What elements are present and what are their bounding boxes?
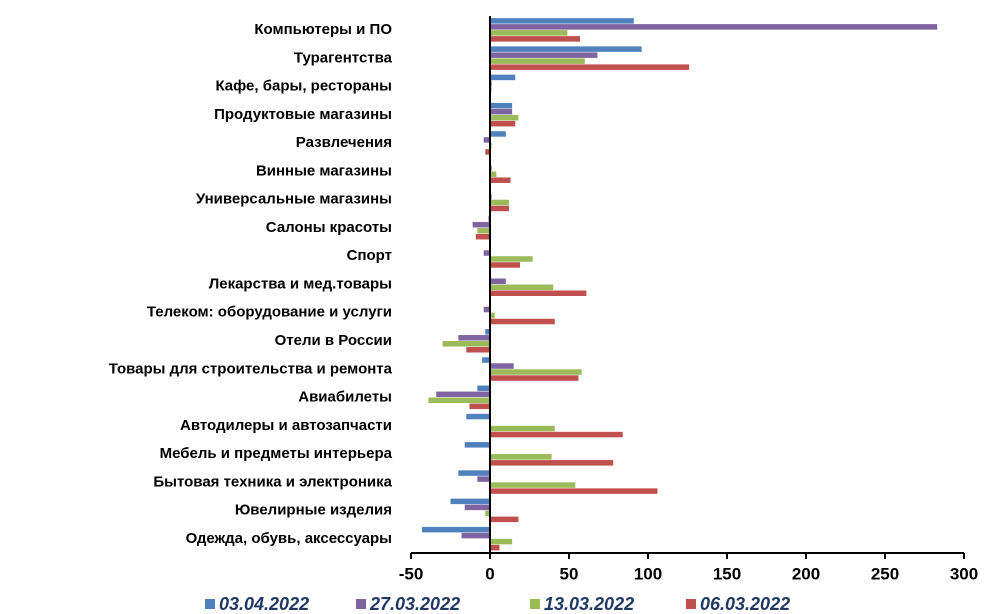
legend-swatch	[356, 599, 366, 609]
category-label: Авиабилеты	[298, 389, 392, 406]
bar	[490, 538, 513, 545]
bar	[483, 306, 490, 313]
bar	[466, 347, 490, 353]
bar	[461, 532, 490, 539]
bar	[469, 403, 490, 410]
bar	[490, 64, 690, 70]
bar	[490, 114, 519, 121]
bar	[490, 278, 506, 284]
bar	[485, 510, 490, 517]
bar	[490, 46, 642, 52]
bar	[490, 256, 533, 262]
bar	[490, 318, 555, 325]
bar	[490, 290, 587, 296]
legend-swatch	[530, 599, 540, 609]
bar	[490, 52, 598, 58]
bar	[490, 30, 568, 36]
bar	[485, 329, 490, 335]
category-label: Винные магазины	[256, 162, 392, 179]
bar	[442, 341, 490, 347]
category-label: Развлечения	[296, 134, 392, 151]
bar	[490, 108, 513, 115]
x-tick-label: 50	[560, 564, 579, 583]
bar	[490, 544, 500, 551]
x-tick-label: 250	[871, 564, 899, 583]
category-label: Товары для строительства и ремонта	[109, 360, 393, 377]
legend-swatch	[205, 599, 215, 609]
bar	[490, 74, 516, 81]
bar	[483, 250, 490, 256]
category-label: Турагентства	[294, 49, 393, 66]
bar	[477, 227, 490, 234]
bar	[464, 504, 490, 511]
category-label: Ювелирные изделия	[235, 502, 392, 519]
bar	[490, 205, 509, 212]
bar	[490, 431, 623, 438]
bar	[490, 488, 658, 494]
x-tick-label: 150	[713, 564, 741, 583]
bar	[436, 391, 490, 398]
x-tick-label: 100	[634, 564, 662, 583]
bar	[490, 18, 634, 24]
bar	[477, 476, 490, 482]
legend-label: 13.03.2022	[544, 594, 634, 614]
bar	[490, 375, 579, 381]
bar	[466, 413, 490, 420]
x-tick-label: 200	[792, 564, 820, 583]
category-label: Телеком: оборудование и услуги	[147, 304, 392, 321]
bar	[490, 369, 582, 375]
legend-label: 27.03.2022	[369, 594, 460, 614]
category-label: Мебель и предметы интерьера	[160, 445, 393, 462]
bar	[490, 516, 519, 523]
legend-swatch	[686, 599, 696, 609]
bar	[490, 262, 521, 268]
bar	[482, 357, 490, 363]
category-label: Продуктовые магазины	[214, 106, 392, 123]
bar	[490, 58, 585, 64]
bar	[464, 442, 490, 448]
bar	[428, 397, 490, 404]
bar	[490, 36, 581, 42]
x-tick-label: 0	[485, 564, 494, 583]
category-label: Салоны красоты	[266, 219, 392, 236]
bar	[458, 335, 490, 341]
bar	[450, 498, 490, 505]
x-tick-label: 300	[950, 564, 978, 583]
bar	[485, 149, 490, 155]
bar	[490, 312, 495, 319]
bar	[490, 284, 554, 290]
category-label: Универсальные магазины	[196, 191, 392, 208]
bar	[490, 454, 552, 460]
category-label: Бытовая техника и электроника	[153, 473, 392, 490]
bar	[490, 199, 509, 206]
bar	[490, 425, 555, 432]
x-tick-label: -50	[399, 564, 424, 583]
category-label: Отели в России	[275, 332, 392, 349]
bar	[490, 131, 506, 137]
bar	[490, 171, 497, 177]
category-label: Спорт	[347, 247, 392, 264]
category-label: Автодилеры и автозапчасти	[180, 417, 392, 434]
bar	[422, 526, 490, 533]
bar	[458, 470, 490, 476]
bar	[490, 120, 516, 127]
bar	[477, 385, 490, 392]
legend-label: 06.03.2022	[700, 594, 790, 614]
category-label: Одежда, обувь, аксессуары	[186, 530, 392, 547]
bar	[472, 221, 490, 228]
bar	[490, 102, 513, 109]
bar	[483, 137, 490, 143]
bar	[490, 363, 514, 369]
bar	[490, 460, 614, 466]
legend-label: 03.04.2022	[219, 594, 309, 614]
category-label: Лекарства и мед.товары	[209, 275, 392, 292]
category-label: Кафе, бары, рестораны	[215, 78, 392, 95]
bar	[490, 482, 576, 488]
bar	[490, 24, 938, 30]
bar	[475, 233, 490, 240]
category-label: Компьютеры и ПО	[254, 21, 392, 38]
bar	[490, 177, 511, 183]
